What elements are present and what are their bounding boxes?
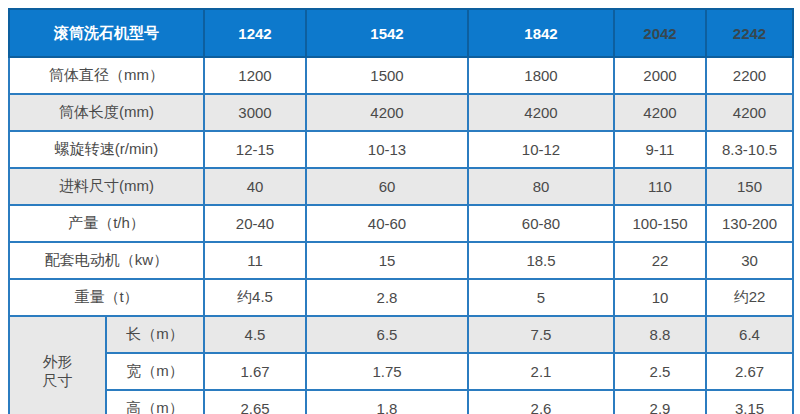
cell: 3000 <box>204 94 306 131</box>
row-label: 宽（m） <box>106 353 204 390</box>
cell: 2.65 <box>204 390 306 414</box>
cell: 6.5 <box>306 316 468 353</box>
cell: 5 <box>468 279 614 316</box>
row-label: 筒体长度(mm) <box>9 94 204 131</box>
row-label: 进料尺寸(mm) <box>9 168 204 205</box>
cell: 4200 <box>306 94 468 131</box>
cell: 2000 <box>614 57 706 94</box>
spec-table: 滚筒洗石机型号 1242 1542 1842 2042 2242 筒体直径（mm… <box>8 8 794 414</box>
cell: 40 <box>204 168 306 205</box>
cell: 22 <box>614 242 706 279</box>
header-row: 滚筒洗石机型号 1242 1542 1842 2042 2242 <box>9 9 793 57</box>
cell: 约4.5 <box>204 279 306 316</box>
row-label: 筒体直径（mm） <box>9 57 204 94</box>
cell: 2.6 <box>468 390 614 414</box>
header-model-1842: 1842 <box>468 9 614 57</box>
row-label: 配套电动机（kw） <box>9 242 204 279</box>
cell: 2200 <box>706 57 793 94</box>
table-row-motor: 配套电动机（kw） 11 15 18.5 22 30 <box>9 242 793 279</box>
cell: 10 <box>614 279 706 316</box>
cell: 1.75 <box>306 353 468 390</box>
cell: 100-150 <box>614 205 706 242</box>
table-row-length: 筒体长度(mm) 3000 4200 4200 4200 4200 <box>9 94 793 131</box>
cell: 4200 <box>706 94 793 131</box>
cell: 40-60 <box>306 205 468 242</box>
cell: 7.5 <box>468 316 614 353</box>
table-row-dim-height: 高（m） 2.65 1.8 2.6 2.9 3.15 <box>9 390 793 414</box>
cell: 4.5 <box>204 316 306 353</box>
group-label-line1: 外形 <box>11 353 104 372</box>
cell: 1500 <box>306 57 468 94</box>
cell: 2.8 <box>306 279 468 316</box>
table-row-dim-length: 外形 尺寸 长（m） 4.5 6.5 7.5 8.8 6.4 <box>9 316 793 353</box>
cell: 2.5 <box>614 353 706 390</box>
cell: 15 <box>306 242 468 279</box>
cell: 10-13 <box>306 131 468 168</box>
cell: 11 <box>204 242 306 279</box>
table-title: 滚筒洗石机型号 <box>9 9 204 57</box>
cell: 1800 <box>468 57 614 94</box>
table-row-diameter: 筒体直径（mm） 1200 1500 1800 2000 2200 <box>9 57 793 94</box>
cell: 8.3-10.5 <box>706 131 793 168</box>
cell: 8.8 <box>614 316 706 353</box>
cell: 80 <box>468 168 614 205</box>
table-row-dim-width: 宽（m） 1.67 1.75 2.1 2.5 2.67 <box>9 353 793 390</box>
cell: 10-12 <box>468 131 614 168</box>
cell: 1200 <box>204 57 306 94</box>
cell: 2.67 <box>706 353 793 390</box>
cell: 6.4 <box>706 316 793 353</box>
group-label-line2: 尺寸 <box>11 372 104 391</box>
table-row-feed-size: 进料尺寸(mm) 40 60 80 110 150 <box>9 168 793 205</box>
cell: 3.15 <box>706 390 793 414</box>
cell: 60-80 <box>468 205 614 242</box>
table-row-weight: 重量（t） 约4.5 2.8 5 10 约22 <box>9 279 793 316</box>
cell: 18.5 <box>468 242 614 279</box>
header-model-1542: 1542 <box>306 9 468 57</box>
row-label: 高（m） <box>106 390 204 414</box>
cell: 20-40 <box>204 205 306 242</box>
header-model-2042: 2042 <box>614 9 706 57</box>
cell: 12-15 <box>204 131 306 168</box>
cell: 1.67 <box>204 353 306 390</box>
table-row-capacity: 产量（t/h） 20-40 40-60 60-80 100-150 130-20… <box>9 205 793 242</box>
cell: 4200 <box>614 94 706 131</box>
cell: 2.1 <box>468 353 614 390</box>
cell: 4200 <box>468 94 614 131</box>
row-label: 螺旋转速(r/min) <box>9 131 204 168</box>
group-label-dimensions: 外形 尺寸 <box>9 316 106 414</box>
row-label: 重量（t） <box>9 279 204 316</box>
cell: 110 <box>614 168 706 205</box>
cell: 2.9 <box>614 390 706 414</box>
row-label: 长（m） <box>106 316 204 353</box>
page: 滚筒洗石机型号 1242 1542 1842 2042 2242 筒体直径（mm… <box>0 0 800 414</box>
cell: 130-200 <box>706 205 793 242</box>
cell: 9-11 <box>614 131 706 168</box>
cell: 1.8 <box>306 390 468 414</box>
cell: 30 <box>706 242 793 279</box>
row-label: 产量（t/h） <box>9 205 204 242</box>
cell: 60 <box>306 168 468 205</box>
cell: 约22 <box>706 279 793 316</box>
header-model-2242: 2242 <box>706 9 793 57</box>
cell: 150 <box>706 168 793 205</box>
header-model-1242: 1242 <box>204 9 306 57</box>
table-row-speed: 螺旋转速(r/min) 12-15 10-13 10-12 9-11 8.3-1… <box>9 131 793 168</box>
